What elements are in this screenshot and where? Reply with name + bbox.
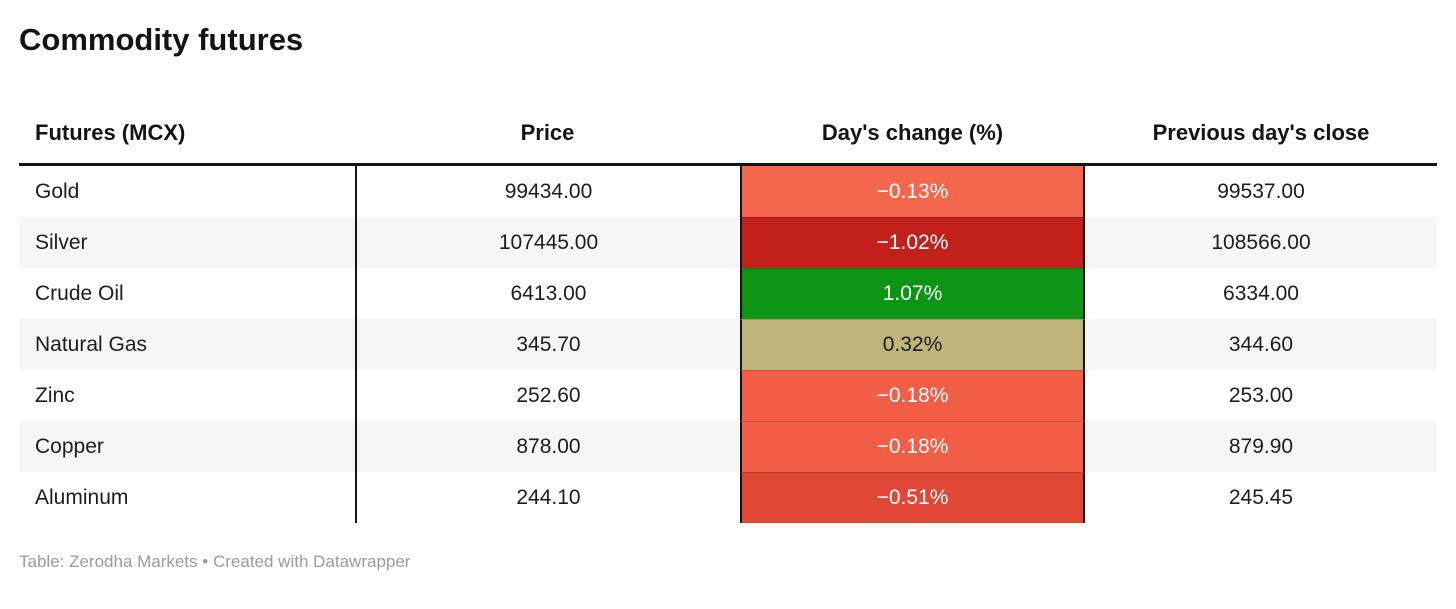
price-cell: 107445.00: [355, 217, 740, 268]
attribution-footer: Table: Zerodha Markets • Created with Da…: [19, 552, 411, 571]
prev-close-cell: 879.90: [1085, 421, 1437, 472]
table-row-natural-gas: Natural Gas 345.70 0.32% 344.60: [19, 319, 1437, 370]
change-cell: 0.32%: [740, 319, 1085, 370]
change-cell: −0.18%: [740, 421, 1085, 472]
table-row-aluminum: Aluminum 244.10 −0.51% 245.45: [19, 472, 1437, 523]
table-row-zinc: Zinc 252.60 −0.18% 253.00: [19, 370, 1437, 421]
table-header: Futures (MCX) Price Day's change (%) Pre…: [19, 103, 1437, 166]
prev-close-cell: 108566.00: [1085, 217, 1437, 268]
futures-name-cell: Aluminum: [19, 472, 355, 523]
price-cell: 244.10: [355, 472, 740, 523]
column-header-prev-close: Previous day's close: [1085, 103, 1437, 166]
column-header-price: Price: [355, 103, 740, 166]
price-cell: 99434.00: [355, 166, 740, 217]
price-cell: 252.60: [355, 370, 740, 421]
price-cell: 878.00: [355, 421, 740, 472]
price-cell: 6413.00: [355, 268, 740, 319]
prev-close-cell: 253.00: [1085, 370, 1437, 421]
table-row-crude-oil: Crude Oil 6413.00 1.07% 6334.00: [19, 268, 1437, 319]
change-cell: −0.51%: [740, 472, 1085, 523]
futures-name-cell: Zinc: [19, 370, 355, 421]
futures-name-cell: Silver: [19, 217, 355, 268]
futures-name-cell: Natural Gas: [19, 319, 355, 370]
futures-name-cell: Crude Oil: [19, 268, 355, 319]
commodity-futures-table: Futures (MCX) Price Day's change (%) Pre…: [19, 103, 1437, 523]
column-header-change: Day's change (%): [740, 103, 1085, 166]
page-title: Commodity futures: [19, 22, 304, 57]
prev-close-cell: 245.45: [1085, 472, 1437, 523]
table-row-copper: Copper 878.00 −0.18% 879.90: [19, 421, 1437, 472]
change-cell: 1.07%: [740, 268, 1085, 319]
change-cell: −0.18%: [740, 370, 1085, 421]
prev-close-cell: 6334.00: [1085, 268, 1437, 319]
price-cell: 345.70: [355, 319, 740, 370]
futures-name-cell: Copper: [19, 421, 355, 472]
table-row-silver: Silver 107445.00 −1.02% 108566.00: [19, 217, 1437, 268]
prev-close-cell: 344.60: [1085, 319, 1437, 370]
futures-name-cell: Gold: [19, 166, 355, 217]
table-row-gold: Gold 99434.00 −0.13% 99537.00: [19, 166, 1437, 217]
change-cell: −1.02%: [740, 217, 1085, 268]
column-header-futures: Futures (MCX): [19, 103, 355, 166]
prev-close-cell: 99537.00: [1085, 166, 1437, 217]
change-cell: −0.13%: [740, 166, 1085, 217]
